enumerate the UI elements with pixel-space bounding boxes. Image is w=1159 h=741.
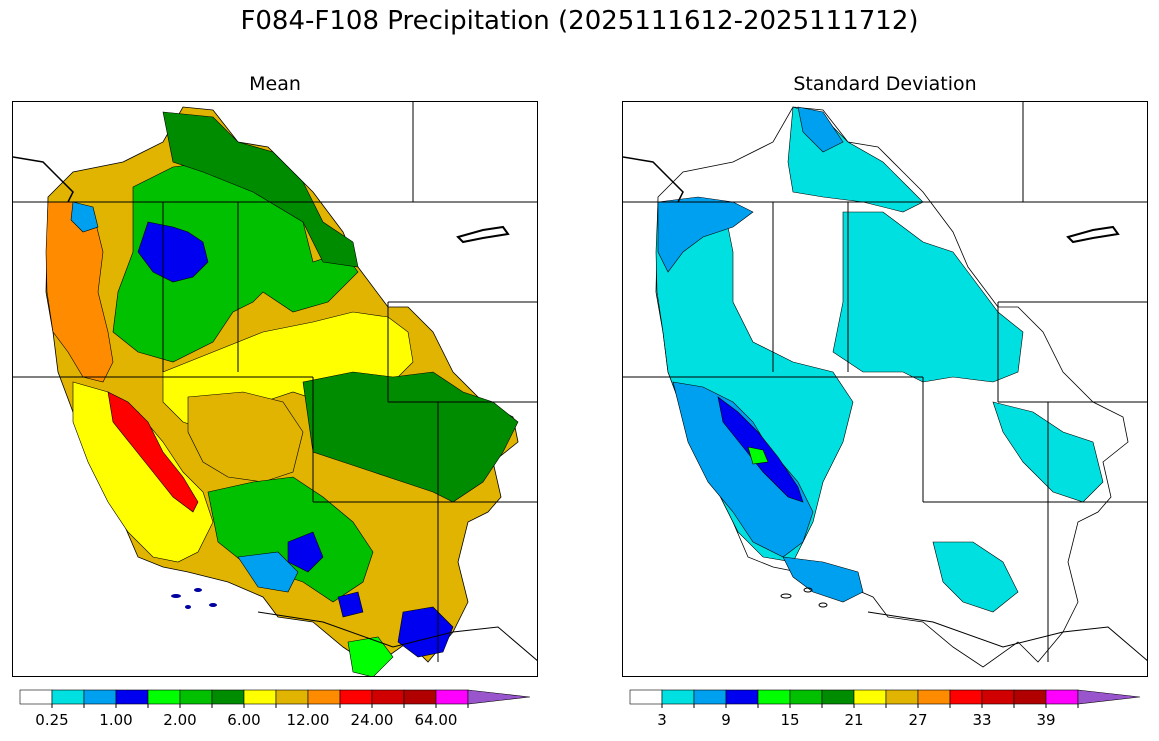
colorbar-segment [853,689,887,705]
colorbar-segment [981,689,1015,705]
colorbar-segment [211,689,245,705]
colorbar-tick-label: 15 [780,711,800,729]
border-line-sd-2 [623,202,1147,662]
colorbar-stddev [629,689,1141,708]
region-gold-basin [187,391,304,483]
colorbar-segment [275,689,309,705]
colorbar-mean [19,689,531,708]
colorbar-segment [629,689,663,705]
region-green-sierra [747,446,769,465]
border-line-2 [13,202,537,662]
region-cyan-wa [70,201,99,233]
colorbar-segment [243,689,277,705]
map-mean [12,101,538,677]
colorbar-segment [693,689,727,705]
region-blue-north-sd [797,106,844,153]
colorbar-tick-label: 21 [844,711,864,729]
colorbar-segment [179,689,213,705]
colorbar-segment [339,689,373,705]
lake-superior [456,225,510,244]
island-sd-2 [803,587,813,593]
colorbar-segment [115,689,149,705]
colorbar-tick-label: 2.00 [163,711,197,729]
colorbar-segment [147,689,181,705]
coastline-north [13,156,74,203]
island-sd-3 [818,602,828,608]
colorbar-segment [949,689,983,705]
colorbar-segment [403,689,437,705]
map-stddev-svg [623,102,1147,668]
region-blue-coast-south [672,381,814,558]
region-blue-north [137,221,209,283]
colorbar-segment [1077,689,1141,705]
colorbar-tick-label: 64.00 [414,711,458,729]
island-sd-1 [780,593,792,599]
colorbar-tick-label: 27 [908,711,928,729]
colorbar-segment [725,689,759,705]
island-4 [185,605,191,609]
colorbar-tick-label: 1.00 [99,711,133,729]
colorbar-tick-label: 39 [1036,711,1056,729]
colorbar-tick-label: 24.00 [350,711,394,729]
colorbar-segment [19,689,53,705]
colorbar-segment [371,689,405,705]
colorbar-segment [757,689,791,705]
colorbar-tick-label: 12.00 [286,711,330,729]
map-stddev [622,101,1148,677]
panel-title-mean: Mean [249,73,301,95]
region-blue-coast-north [657,196,754,273]
colorbar-segment [885,689,919,705]
region-green-north-east [162,111,359,268]
map-mean-svg [13,102,537,676]
lake-superior-sd [1066,225,1120,244]
panel-title-stddev: Standard Deviation [793,73,977,95]
coastline-north-sd [623,156,684,203]
colorbar-tick-label: 6.00 [227,711,261,729]
region-blue-south-3 [337,591,364,618]
colorbar-tick-label: 33 [972,711,992,729]
border-mexico [257,611,537,661]
colorbar-segment [789,689,823,705]
island-1 [171,594,181,598]
region-green-mexico [347,636,394,676]
region-lightblue-south [237,551,299,593]
region-green-southeast [302,371,519,503]
region-blue-south-2 [397,606,454,658]
colorbar-segment [307,689,341,705]
region-blue-socal [782,556,864,603]
colorbar-segment [83,689,117,705]
colorbar-segment [661,689,695,705]
region-blue-south-1 [287,531,324,573]
colorbar-segment [435,689,469,705]
island-3 [209,603,217,607]
colorbar-segment [467,689,531,705]
colorbar-tick-label: 3 [657,711,667,729]
colorbar-mean-svg [19,689,531,708]
colorbar-segment [917,689,951,705]
colorbar-segment [51,689,85,705]
colorbar-tick-label: 9 [721,711,731,729]
border-mexico-sd [867,611,1147,661]
colorbar-tick-label: 0.25 [35,711,69,729]
island-2 [194,588,202,592]
colorbar-segment [1045,689,1079,705]
region-red-sierra [107,391,199,513]
colorbar-stddev-svg [629,689,1141,708]
colorbar-segment [1013,689,1047,705]
figure-title: F084-F108 Precipitation (2025111612-2025… [240,6,919,36]
colorbar-segment [821,689,855,705]
region-cyan-az [932,541,1019,613]
